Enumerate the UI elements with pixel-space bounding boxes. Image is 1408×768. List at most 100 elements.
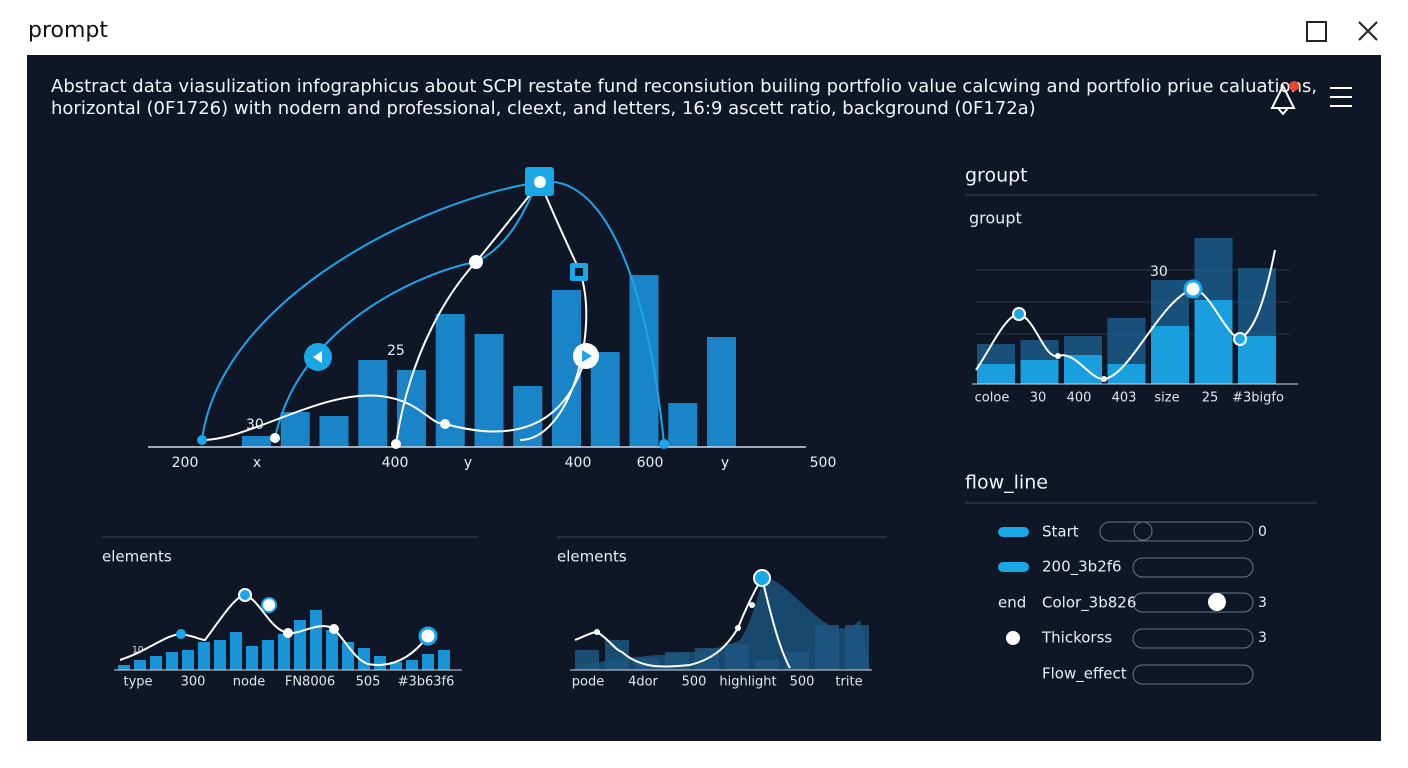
bar <box>513 386 543 447</box>
bar <box>438 650 450 670</box>
x-tick-label: 400 <box>1067 391 1092 406</box>
bar <box>845 625 869 670</box>
slider[interactable] <box>1132 592 1254 613</box>
bar <box>406 660 418 670</box>
row-value: 0 <box>1258 524 1267 540</box>
node <box>1233 332 1247 346</box>
bar <box>182 650 194 670</box>
bar <box>785 652 809 670</box>
slider-knob[interactable] <box>1208 593 1226 611</box>
x-tick-label: 200 <box>172 455 199 471</box>
bar <box>552 290 581 447</box>
slider[interactable] <box>1132 628 1254 649</box>
row-label: 200_3b2f6 <box>1042 558 1122 577</box>
x-tick-label: #3bigfo <box>1232 391 1284 406</box>
node <box>283 628 293 638</box>
x-tick-label: 500 <box>682 675 707 690</box>
flow-curve <box>201 180 665 445</box>
x-tick-label: 500 <box>810 455 837 471</box>
bar <box>707 337 736 447</box>
node <box>1183 279 1203 299</box>
bar <box>422 654 434 670</box>
bar <box>1020 360 1059 384</box>
x-tick-label: node <box>233 675 265 690</box>
maximize-button[interactable] <box>1306 21 1327 42</box>
panel-title: elements <box>102 548 172 566</box>
chart-label: 10 <box>132 646 144 656</box>
x-tick-label: FN8006 <box>285 675 335 690</box>
bar <box>319 416 349 447</box>
bar <box>629 275 659 447</box>
chart-label: 25 <box>387 343 405 359</box>
chart-label: 30 <box>1150 264 1168 280</box>
node <box>418 626 438 646</box>
bar <box>1107 364 1146 384</box>
x-tick-label: 505 <box>356 675 381 690</box>
bar <box>246 646 258 670</box>
bar <box>725 644 749 670</box>
node <box>440 419 450 429</box>
close-button[interactable] <box>1358 21 1378 41</box>
bar <box>977 364 1015 384</box>
row-label: Thickorss <box>1041 629 1112 647</box>
node <box>575 268 583 276</box>
bar <box>1064 355 1102 384</box>
row-prefix: end <box>998 594 1026 612</box>
node <box>197 435 207 445</box>
node <box>1012 307 1026 321</box>
panel <box>27 55 1381 741</box>
panel-title: groupt <box>965 165 1028 187</box>
x-tick-label: 400 <box>382 455 409 471</box>
node-icon <box>582 350 592 362</box>
bar <box>326 630 338 670</box>
node <box>534 176 546 188</box>
x-tick-label: size <box>1154 391 1179 406</box>
description-line: horizontal (0F1726) with nodern and prof… <box>51 98 1036 119</box>
node <box>659 439 669 449</box>
slider-knob[interactable] <box>1133 521 1153 541</box>
group-chart <box>977 238 1276 384</box>
node <box>238 588 252 602</box>
node <box>329 624 339 634</box>
bar <box>1194 300 1233 384</box>
panel-subtitle: groupt <box>969 209 1022 228</box>
node <box>391 439 401 449</box>
x-tick-label: pode <box>572 675 604 690</box>
row-value: 3 <box>1258 630 1267 646</box>
node <box>735 625 741 631</box>
node <box>594 629 600 635</box>
x-tick-label: type <box>123 675 152 690</box>
x-tick-label: 4dor <box>628 675 658 690</box>
node <box>469 255 483 269</box>
bar <box>755 660 779 670</box>
bar <box>198 642 210 670</box>
node <box>749 602 755 608</box>
x-tick-label: y <box>464 455 472 471</box>
node <box>1101 376 1107 382</box>
bar <box>214 640 226 670</box>
x-tick-label: 500 <box>790 675 815 690</box>
bar <box>310 610 322 670</box>
bar <box>815 625 839 670</box>
bar <box>358 360 388 447</box>
x-tick-label: trite <box>835 675 862 690</box>
bar <box>575 650 599 670</box>
bar <box>118 665 130 670</box>
slider[interactable] <box>1132 664 1254 685</box>
bar <box>1151 326 1189 384</box>
x-tick-label: x <box>253 455 261 471</box>
menu-icon[interactable] <box>1330 87 1352 107</box>
slider[interactable] <box>1132 557 1254 578</box>
slider[interactable] <box>1099 521 1254 542</box>
bar <box>242 436 271 447</box>
bar <box>668 403 698 447</box>
x-tick-label: 300 <box>181 675 206 690</box>
node <box>270 433 280 443</box>
x-tick-label: y <box>721 455 729 471</box>
x-tick-label: 600 <box>637 455 664 471</box>
panel-title: elements <box>557 548 627 566</box>
bar <box>280 412 310 447</box>
notification-icon[interactable] <box>1270 83 1296 116</box>
x-tick-label: 403 <box>1112 391 1137 406</box>
node <box>1055 353 1061 359</box>
